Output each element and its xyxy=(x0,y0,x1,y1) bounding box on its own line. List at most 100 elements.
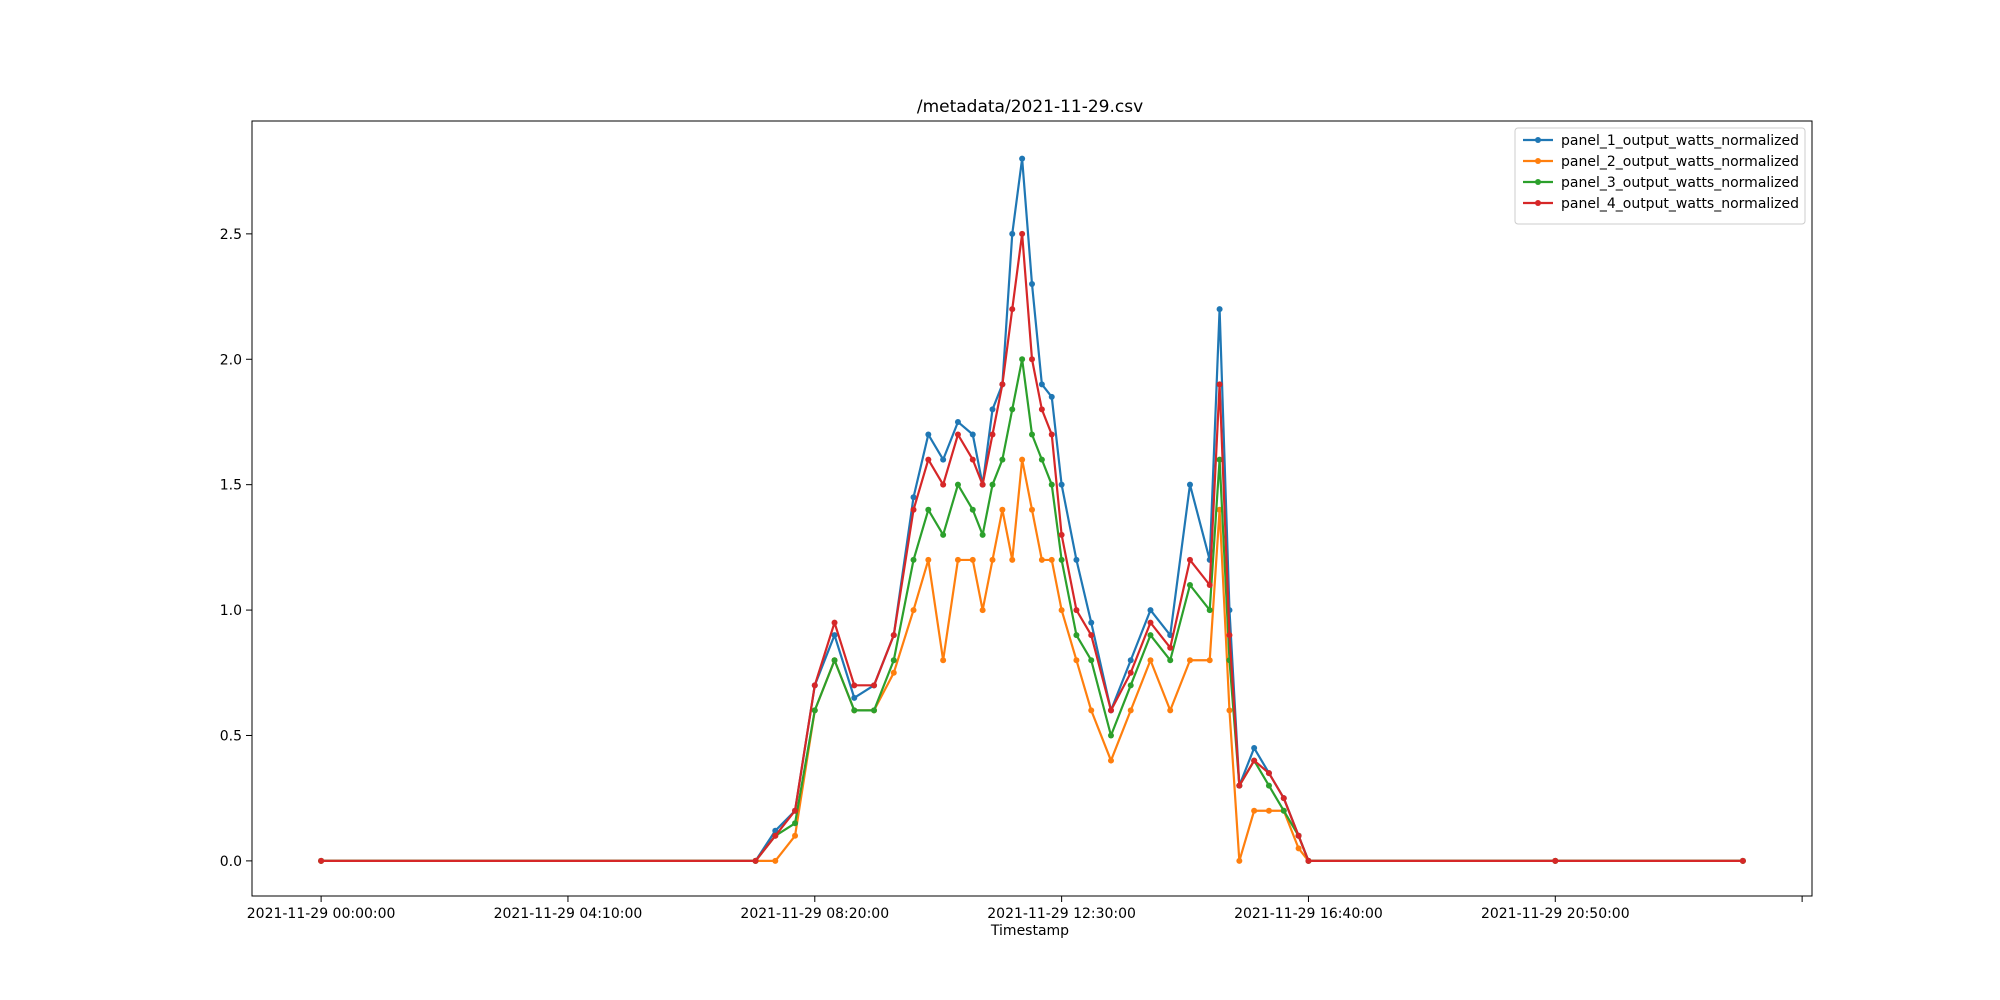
data-point xyxy=(940,481,947,488)
legend-item: panel_1_output_watts_normalized xyxy=(1523,133,1799,149)
y-tick-label: 0.0 xyxy=(220,854,242,870)
legend-label: panel_2_output_watts_normalized xyxy=(1561,154,1799,170)
data-point xyxy=(989,431,996,438)
data-point xyxy=(1107,732,1114,739)
data-point xyxy=(1251,757,1258,764)
data-point xyxy=(1147,657,1154,664)
data-point xyxy=(1167,657,1174,664)
data-point xyxy=(1216,456,1223,463)
data-point xyxy=(1167,707,1174,714)
data-point xyxy=(1236,782,1243,789)
x-axis-label: Timestamp xyxy=(990,923,1069,939)
x-tick-label: 2021-11-29 12:30:00 xyxy=(987,906,1136,922)
data-point xyxy=(1186,657,1193,664)
data-point xyxy=(1048,393,1055,400)
legend-item: panel_4_output_watts_normalized xyxy=(1523,196,1799,212)
data-point xyxy=(1019,230,1026,237)
data-point xyxy=(1029,431,1035,438)
data-point xyxy=(1147,632,1154,639)
data-point xyxy=(925,431,932,438)
data-point xyxy=(792,820,799,827)
data-point xyxy=(890,657,897,664)
data-point xyxy=(890,632,897,639)
data-point xyxy=(1226,707,1233,714)
data-point xyxy=(1236,857,1243,864)
data-point xyxy=(1088,632,1095,639)
data-point xyxy=(1038,381,1045,388)
data-point xyxy=(851,682,858,689)
data-point xyxy=(969,456,976,463)
data-point xyxy=(1280,807,1287,814)
data-point xyxy=(318,857,325,864)
data-point xyxy=(940,657,947,664)
data-point xyxy=(811,682,818,689)
data-point xyxy=(1058,556,1065,563)
y-axis: 0.0 0.5 1.0 1.5 2.0 2.5 xyxy=(220,227,252,870)
legend-marker xyxy=(1535,200,1541,206)
data-point xyxy=(999,381,1006,388)
data-point xyxy=(1280,795,1287,802)
data-point xyxy=(925,556,932,563)
data-point xyxy=(1009,306,1016,313)
data-point xyxy=(999,456,1006,463)
series-4 xyxy=(318,230,1746,864)
data-point xyxy=(831,632,838,639)
data-point xyxy=(1058,607,1065,614)
data-point xyxy=(1186,581,1193,588)
data-point xyxy=(954,418,961,425)
legend-label: panel_4_output_watts_normalized xyxy=(1561,196,1799,212)
data-point xyxy=(1147,619,1154,626)
data-point xyxy=(1127,682,1134,689)
data-point xyxy=(1265,770,1272,777)
data-point xyxy=(910,494,917,501)
data-point xyxy=(910,556,917,563)
y-tick-label: 1.5 xyxy=(220,478,242,494)
data-point xyxy=(1251,807,1258,814)
data-point xyxy=(1107,757,1114,764)
x-tick-label: 2021-11-29 08:20:00 xyxy=(740,906,889,922)
data-point xyxy=(1019,155,1026,162)
data-point xyxy=(1127,669,1134,676)
data-point xyxy=(1167,644,1174,651)
data-point xyxy=(1038,406,1045,413)
x-tick-label: 2021-11-29 04:10:00 xyxy=(494,906,643,922)
data-point xyxy=(1206,607,1213,614)
data-point xyxy=(979,607,986,614)
data-point xyxy=(1251,745,1258,752)
data-point xyxy=(1739,857,1746,864)
data-point xyxy=(969,431,976,438)
data-point xyxy=(1295,832,1302,839)
data-point xyxy=(1073,657,1080,664)
chart-title: /metadata/2021-11-29.csv xyxy=(917,97,1143,117)
data-point xyxy=(752,857,759,864)
legend-box xyxy=(1514,127,1806,225)
data-point xyxy=(999,506,1006,513)
data-point xyxy=(954,481,961,488)
data-point xyxy=(871,682,878,689)
x-tick-label: 2021-11-29 00:00:00 xyxy=(247,906,396,922)
x-tick-label: 2021-11-29 20:50:00 xyxy=(1481,906,1630,922)
plot-area-frame xyxy=(251,120,1813,897)
data-point xyxy=(1058,531,1065,538)
y-tick-label: 1.0 xyxy=(220,603,242,619)
data-point xyxy=(1058,481,1065,488)
data-point xyxy=(1029,356,1035,363)
data-point xyxy=(792,807,799,814)
data-point xyxy=(831,657,838,664)
data-point xyxy=(772,857,779,864)
data-point xyxy=(1088,707,1095,714)
legend-label: panel_1_output_watts_normalized xyxy=(1561,133,1799,149)
data-point xyxy=(925,506,932,513)
data-point xyxy=(1048,556,1055,563)
data-point xyxy=(954,431,961,438)
data-point xyxy=(925,456,932,463)
data-point xyxy=(979,531,986,538)
data-point xyxy=(1216,381,1223,388)
y-tick-label: 2.5 xyxy=(220,227,242,243)
data-point xyxy=(1107,707,1114,714)
data-point xyxy=(989,556,996,563)
data-point xyxy=(940,531,947,538)
data-point xyxy=(1073,556,1080,563)
data-point xyxy=(1009,556,1016,563)
legend-marker xyxy=(1535,137,1541,143)
